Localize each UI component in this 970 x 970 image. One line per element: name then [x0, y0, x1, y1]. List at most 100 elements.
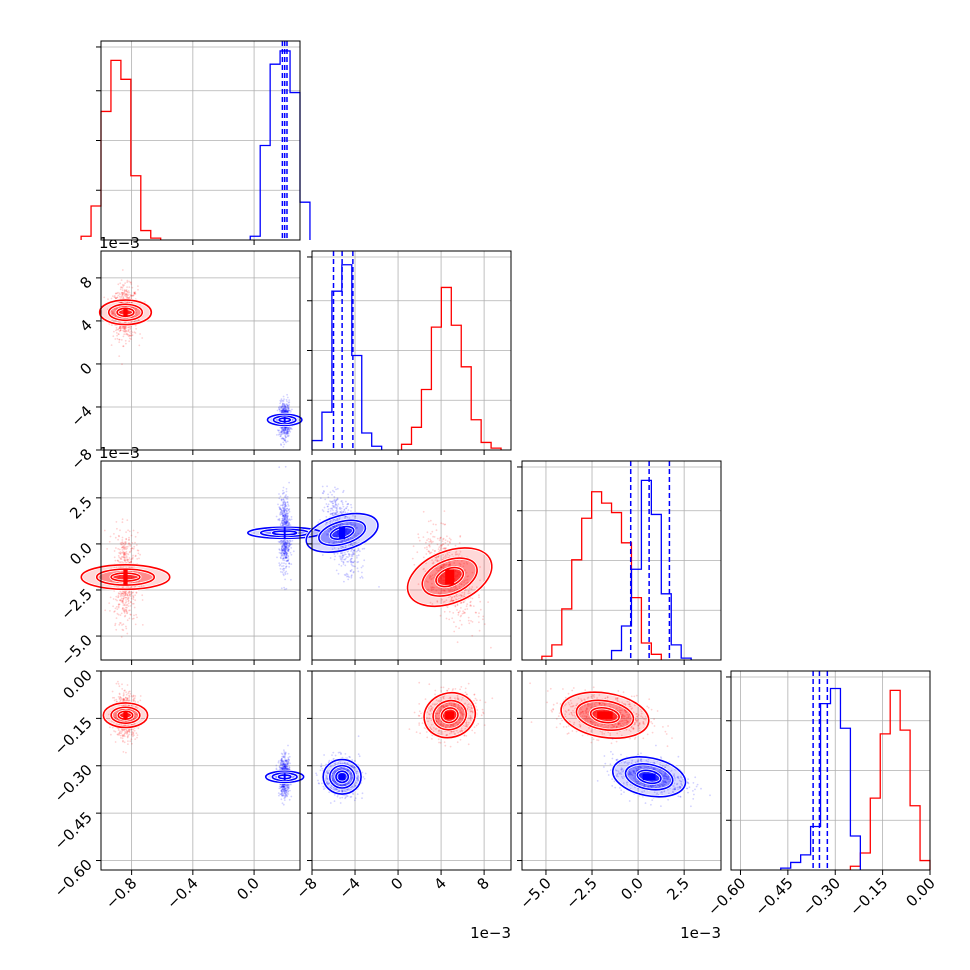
sample-point	[288, 403, 290, 406]
sample-point	[124, 591, 126, 594]
sample-point	[339, 511, 342, 513]
sample-point	[116, 733, 119, 736]
sample-point	[125, 751, 127, 754]
sample-point	[280, 431, 283, 433]
sample-point	[280, 407, 283, 409]
sample-point	[329, 491, 332, 494]
sample-point	[138, 580, 141, 583]
sample-point	[283, 562, 285, 565]
sample-point	[133, 614, 135, 617]
sample-point	[284, 428, 287, 431]
sample-point	[284, 545, 287, 547]
sample-point	[116, 559, 119, 562]
sample-point	[288, 401, 291, 403]
sample-point	[283, 437, 285, 440]
sample-point	[109, 726, 111, 729]
sample-point	[122, 694, 125, 697]
sample-point	[124, 328, 126, 331]
sample-point	[287, 434, 290, 437]
sample-point	[136, 558, 139, 560]
sample-point	[135, 544, 138, 546]
sample-point	[115, 595, 118, 598]
sample-point	[132, 598, 135, 600]
sample-point	[125, 548, 127, 551]
sample-point	[418, 539, 421, 542]
sample-point	[120, 295, 123, 298]
sample-point	[448, 537, 451, 540]
sample-point	[342, 561, 345, 564]
sample-point	[284, 408, 286, 411]
sample-point	[287, 756, 290, 759]
sample-point	[429, 532, 432, 535]
sample-point	[117, 548, 120, 550]
sample-point	[281, 431, 284, 433]
sample-point	[132, 294, 135, 297]
sample-point	[286, 434, 289, 437]
sample-point	[113, 699, 116, 702]
sample-point	[329, 557, 332, 559]
sample-point	[350, 550, 352, 552]
sample-point	[283, 557, 285, 560]
sample-point	[278, 497, 281, 500]
sample-point	[116, 296, 119, 299]
sample-point	[125, 531, 127, 533]
sample-point	[114, 338, 117, 340]
sample-point	[281, 405, 284, 408]
sample-point	[357, 570, 360, 573]
sample-point	[279, 426, 282, 429]
sample-point	[356, 556, 358, 559]
sample-point	[127, 559, 130, 561]
sample-point	[141, 599, 144, 601]
sample-point	[129, 728, 132, 731]
sample-point	[353, 552, 355, 554]
sample-point	[436, 537, 439, 540]
sample-point	[280, 431, 283, 434]
sample-point	[122, 607, 124, 609]
sample-point	[107, 298, 109, 301]
sample-point	[326, 505, 329, 508]
sample-point	[283, 430, 286, 432]
sample-point	[327, 493, 329, 496]
sample-point	[130, 330, 133, 333]
sample-point	[282, 521, 284, 524]
sample-point	[124, 329, 126, 332]
sample-point	[287, 410, 289, 413]
sample-point	[127, 335, 130, 338]
sample-point	[284, 504, 287, 507]
sample-point	[122, 345, 124, 348]
sample-point	[121, 284, 124, 286]
sample-point	[129, 740, 132, 743]
sample-point	[280, 513, 283, 515]
sample-point	[350, 506, 353, 509]
sample-point	[122, 329, 124, 332]
sample-point	[280, 571, 282, 573]
sample-point	[350, 576, 353, 579]
sample-point	[282, 432, 285, 435]
sample-point	[122, 593, 125, 596]
sample-point	[282, 502, 285, 504]
sample-point	[462, 601, 465, 603]
sample-point	[284, 433, 287, 436]
sample-point	[278, 562, 281, 564]
sample-point	[276, 556, 278, 559]
density-peak	[123, 307, 128, 317]
sample-point	[344, 564, 347, 567]
sample-point	[279, 409, 281, 411]
sample-point	[122, 295, 124, 298]
sample-point	[115, 329, 117, 332]
y-tick-label: −2.5	[57, 585, 95, 623]
sample-point	[125, 327, 127, 330]
sample-point	[114, 607, 117, 610]
sample-point	[283, 429, 285, 432]
sample-point	[322, 510, 325, 513]
sample-point	[282, 514, 285, 517]
sample-point	[117, 594, 120, 597]
sample-point	[119, 288, 122, 291]
sample-point	[291, 408, 293, 411]
sample-point	[290, 427, 292, 429]
sample-point	[126, 594, 129, 596]
sample-point	[285, 398, 288, 401]
sample-point	[128, 594, 131, 597]
sample-point	[283, 799, 286, 801]
sample-point	[123, 284, 125, 286]
